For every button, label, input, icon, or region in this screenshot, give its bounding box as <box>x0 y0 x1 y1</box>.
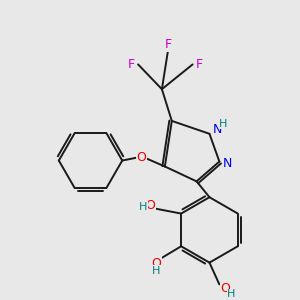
Text: H: H <box>152 266 160 276</box>
Text: H: H <box>219 119 227 129</box>
Text: F: F <box>164 38 171 51</box>
Text: H: H <box>227 289 236 299</box>
Text: O: O <box>146 199 155 212</box>
Text: F: F <box>196 58 203 71</box>
Text: O: O <box>152 256 161 270</box>
Text: F: F <box>128 58 135 71</box>
Text: H: H <box>139 202 148 212</box>
Text: N: N <box>213 123 222 136</box>
Text: N: N <box>223 157 232 170</box>
Text: O: O <box>136 151 146 164</box>
Text: O: O <box>220 282 230 295</box>
